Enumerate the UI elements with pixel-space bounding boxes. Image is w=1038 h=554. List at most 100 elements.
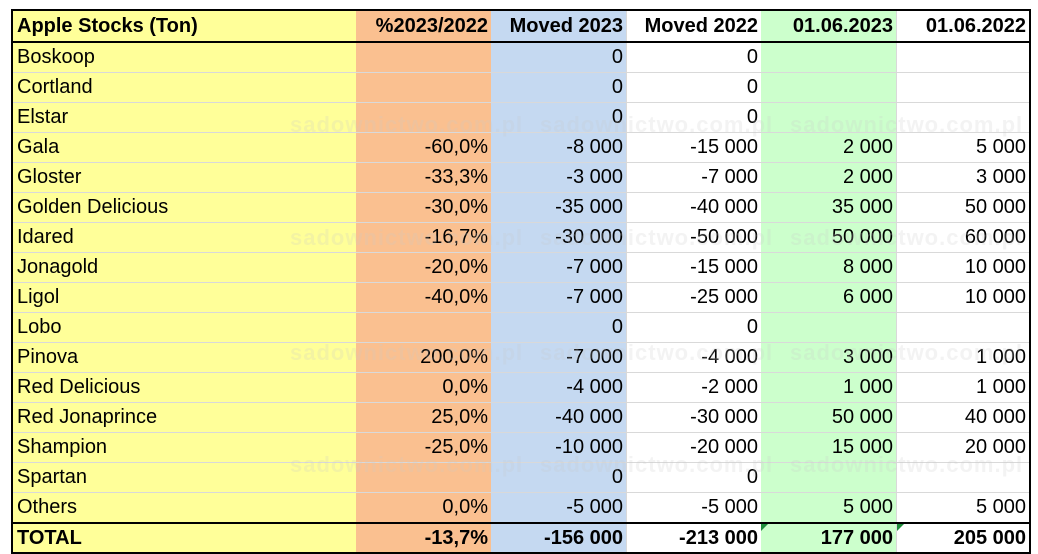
total-label: TOTAL — [11, 522, 356, 554]
table-row: Idared -16,7% -30 000 -50 000 50 000 60 000 — [11, 222, 1031, 253]
cell-percent-change: 0,0% — [356, 372, 491, 403]
cell-moved-2023: 0 — [491, 312, 627, 343]
table-row: Boskoop 0 0 — [11, 42, 1031, 73]
cell-moved-2023: 0 — [491, 102, 627, 133]
cell-variety: Spartan — [11, 462, 356, 493]
cell-moved-2022: 0 — [626, 312, 761, 343]
cell-stock-2022: 50 000 — [896, 192, 1031, 223]
cell-variety: Boskoop — [11, 42, 356, 73]
table-row: Jonagold -20,0% -7 000 -15 000 8 000 10 000 — [11, 252, 1031, 283]
total-stock-2022-value: 205 000 — [953, 527, 1026, 549]
cell-percent-change: -25,0% — [356, 432, 491, 463]
cell-moved-2022: -25 000 — [626, 282, 761, 313]
total-moved-2023: -156 000 — [491, 522, 627, 554]
cell-moved-2023: 0 — [491, 42, 627, 73]
cell-stock-2022: 20 000 — [896, 432, 1031, 463]
total-moved-2022-value: -213 000 — [679, 527, 758, 549]
cell-percent-change — [356, 72, 491, 103]
cell-variety: Others — [11, 492, 356, 524]
cell-stock-2023: 2 000 — [761, 132, 897, 163]
cell-stock-2023: 6 000 — [761, 282, 897, 313]
table-row: Lobo 0 0 — [11, 312, 1031, 343]
cell-moved-2022: -7 000 — [626, 162, 761, 193]
cell-stock-2022 — [896, 72, 1031, 103]
cell-variety: Cortland — [11, 72, 356, 103]
cell-moved-2023: -5 000 — [491, 492, 627, 524]
cell-moved-2023: -30 000 — [491, 222, 627, 253]
cell-variety: Pinova — [11, 342, 356, 373]
cell-percent-change: -30,0% — [356, 192, 491, 223]
cell-stock-2022: 1 000 — [896, 372, 1031, 403]
table-row: Cortland 0 0 — [11, 72, 1031, 103]
cell-stock-2023 — [761, 72, 897, 103]
cell-variety: Lobo — [11, 312, 356, 343]
cell-percent-change: -33,3% — [356, 162, 491, 193]
cell-moved-2022: -4 000 — [626, 342, 761, 373]
table-body: Boskoop 0 0 Cortland 0 0 Elstar 0 0 Gala -60,0% -8 … — [11, 42, 1031, 524]
cell-variety: Elstar — [11, 102, 356, 133]
header-stock-2023: 01.06.2023 — [761, 9, 897, 43]
cell-moved-2022: -20 000 — [626, 432, 761, 463]
apple-stocks-table: Apple Stocks (Ton) %2023/2022 Moved 2023… — [11, 9, 1031, 554]
cell-moved-2023: -7 000 — [491, 282, 627, 313]
total-stock-2023-value: 177 000 — [820, 527, 893, 549]
header-variety: Apple Stocks (Ton) — [11, 9, 356, 43]
cell-stock-2022: 5 000 — [896, 132, 1031, 163]
cell-percent-change — [356, 312, 491, 343]
cell-moved-2023: 0 — [491, 462, 627, 493]
cell-variety: Golden Delicious — [11, 192, 356, 223]
cell-moved-2023: -8 000 — [491, 132, 627, 163]
cell-percent-change: -40,0% — [356, 282, 491, 313]
cell-stock-2022: 40 000 — [896, 402, 1031, 433]
cell-percent-change: 0,0% — [356, 492, 491, 524]
cell-stock-2023: 35 000 — [761, 192, 897, 223]
cell-variety: Gala — [11, 132, 356, 163]
cell-moved-2023: -7 000 — [491, 252, 627, 283]
cell-percent-change — [356, 42, 491, 73]
cell-moved-2022: 0 — [626, 102, 761, 133]
table-row: Pinova 200,0% -7 000 -4 000 3 000 1 000 — [11, 342, 1031, 373]
table-row: Ligol -40,0% -7 000 -25 000 6 000 10 000 — [11, 282, 1031, 313]
cell-moved-2022: -15 000 — [626, 132, 761, 163]
table-row: Red Delicious 0,0% -4 000 -2 000 1 000 1 000 — [11, 372, 1031, 403]
cell-stock-2022 — [896, 462, 1031, 493]
cell-moved-2022: 0 — [626, 72, 761, 103]
cell-stock-2022: 10 000 — [896, 282, 1031, 313]
header-row: Apple Stocks (Ton) %2023/2022 Moved 2023… — [11, 9, 1031, 43]
cell-moved-2022: 0 — [626, 42, 761, 73]
cell-moved-2022: 0 — [626, 462, 761, 493]
total-moved-2022: -213 000 — [626, 522, 761, 554]
cell-moved-2023: -7 000 — [491, 342, 627, 373]
cell-stock-2022: 10 000 — [896, 252, 1031, 283]
cell-stock-2023: 2 000 — [761, 162, 897, 193]
cell-moved-2023: 0 — [491, 72, 627, 103]
cell-stock-2023 — [761, 312, 897, 343]
cell-variety: Gloster — [11, 162, 356, 193]
comment-flag-icon — [761, 525, 768, 531]
header-moved-2023: Moved 2023 — [491, 9, 627, 43]
cell-variety: Idared — [11, 222, 356, 253]
cell-moved-2022: -30 000 — [626, 402, 761, 433]
cell-moved-2023: -3 000 — [491, 162, 627, 193]
cell-variety: Shampion — [11, 432, 356, 463]
cell-stock-2022 — [896, 312, 1031, 343]
cell-stock-2022: 1 000 — [896, 342, 1031, 373]
cell-stock-2023: 50 000 — [761, 222, 897, 253]
cell-percent-change — [356, 462, 491, 493]
cell-percent-change: 200,0% — [356, 342, 491, 373]
cell-moved-2023: -4 000 — [491, 372, 627, 403]
cell-moved-2022: -15 000 — [626, 252, 761, 283]
cell-moved-2023: -35 000 — [491, 192, 627, 223]
cell-stock-2022: 3 000 — [896, 162, 1031, 193]
cell-moved-2022: -2 000 — [626, 372, 761, 403]
cell-stock-2022: 60 000 — [896, 222, 1031, 253]
cell-stock-2023 — [761, 102, 897, 133]
cell-moved-2023: -40 000 — [491, 402, 627, 433]
cell-moved-2023: -10 000 — [491, 432, 627, 463]
table-row: Elstar 0 0 — [11, 102, 1031, 133]
table-row: Golden Delicious -30,0% -35 000 -40 000 35 0… — [11, 192, 1031, 223]
cell-variety: Ligol — [11, 282, 356, 313]
header-moved-2022: Moved 2022 — [626, 9, 761, 43]
cell-variety: Red Jonaprince — [11, 402, 356, 433]
comment-flag-icon — [897, 525, 904, 531]
